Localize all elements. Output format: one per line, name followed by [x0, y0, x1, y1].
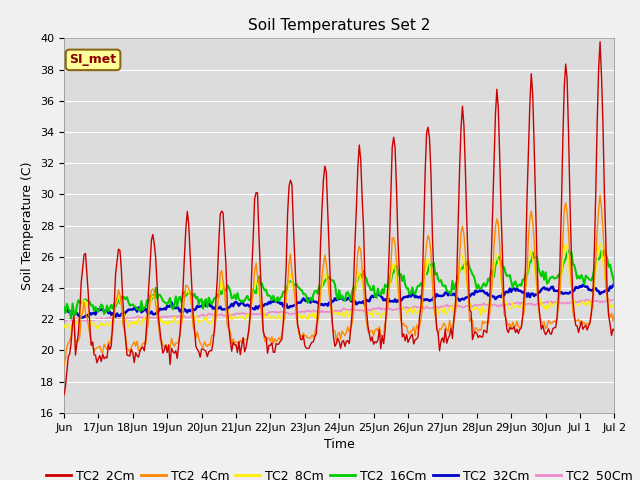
Title: Soil Temperatures Set 2: Soil Temperatures Set 2: [248, 18, 430, 33]
Y-axis label: Soil Temperature (C): Soil Temperature (C): [22, 161, 35, 290]
Legend: TC2_2Cm, TC2_4Cm, TC2_8Cm, TC2_16Cm, TC2_32Cm, TC2_50Cm: TC2_2Cm, TC2_4Cm, TC2_8Cm, TC2_16Cm, TC2…: [41, 464, 637, 480]
X-axis label: Time: Time: [324, 438, 355, 451]
Text: SI_met: SI_met: [70, 53, 116, 66]
